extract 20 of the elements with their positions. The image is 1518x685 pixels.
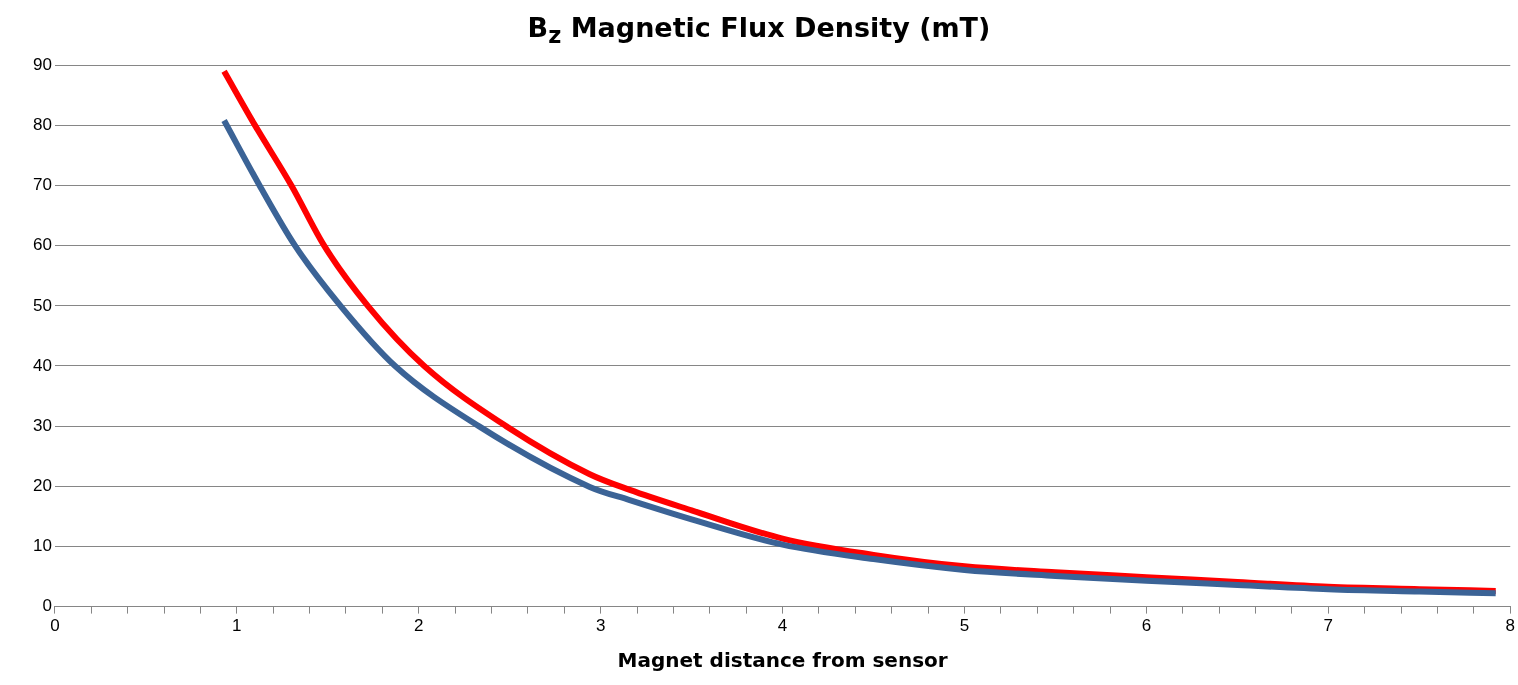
y-tick-label: 40 bbox=[32, 355, 52, 375]
chart-title: B$_{z}$ Magnetic Flux Density (mT) bbox=[526, 12, 992, 49]
x-tick-label: 7 bbox=[1323, 616, 1334, 636]
x-tick-label: 2 bbox=[414, 616, 424, 636]
x-tick-label: 1 bbox=[232, 616, 242, 636]
y-tick-label: 60 bbox=[32, 235, 52, 255]
x-tick-label: 6 bbox=[1141, 616, 1152, 636]
y-tick-label: 30 bbox=[32, 415, 52, 435]
y-tick-label: 0 bbox=[42, 596, 52, 616]
y-tick-label: 50 bbox=[32, 295, 52, 315]
x-tick-label: 3 bbox=[595, 616, 606, 636]
y-tick-label: 20 bbox=[32, 475, 52, 495]
x-tick-label: 4 bbox=[777, 616, 788, 636]
y-tick-label: 80 bbox=[32, 115, 52, 135]
x-axis-title: Magnet distance from sensor bbox=[617, 648, 948, 673]
x-tick-label: 8 bbox=[1505, 616, 1516, 636]
y-tick-label: 90 bbox=[32, 54, 52, 74]
y-tick-label: 10 bbox=[32, 536, 52, 556]
x-tick-label: 5 bbox=[959, 616, 970, 636]
y-tick-label: 70 bbox=[32, 175, 52, 195]
